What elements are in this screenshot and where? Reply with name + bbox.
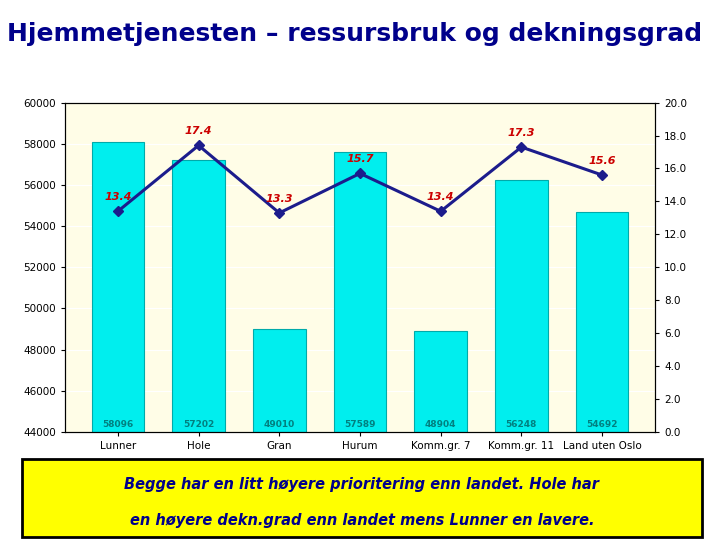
Legend: Netto dr.utg. pr innb. 67 år+ (f. 254), Andel innb. 67 år+ som mottar hjemmetj.: Netto dr.utg. pr innb. 67 år+ (f. 254), … [141,490,579,509]
Text: Begge har en litt høyere prioritering enn landet. Hole har: Begge har en litt høyere prioritering en… [125,477,599,491]
Bar [495,180,548,540]
Bar [91,142,144,540]
Text: en høyere dekn.grad enn landet mens Lunner en lavere.: en høyere dekn.grad enn landet mens Lunn… [130,512,594,528]
Text: 49010: 49010 [264,420,295,429]
Text: 54692: 54692 [586,420,618,429]
Text: 56248: 56248 [505,420,537,429]
Text: 13.4: 13.4 [427,192,454,202]
Bar [576,212,629,540]
Bar [253,329,305,540]
Text: 15.6: 15.6 [588,156,616,166]
Bar [415,331,467,540]
Bar [334,152,386,540]
FancyBboxPatch shape [22,459,702,537]
Text: 17.4: 17.4 [185,126,212,137]
Text: 13.4: 13.4 [104,192,132,202]
Text: 15.7: 15.7 [346,154,374,164]
Text: 48904: 48904 [425,420,456,429]
Text: 13.3: 13.3 [266,194,293,204]
Text: 17.3: 17.3 [508,128,535,138]
Text: Hjemmetjenesten – ressursbruk og dekningsgrad: Hjemmetjenesten – ressursbruk og dekning… [7,22,702,45]
Text: 57589: 57589 [344,420,376,429]
Text: 57202: 57202 [183,420,215,429]
Bar [172,160,225,540]
Text: 58096: 58096 [102,420,133,429]
